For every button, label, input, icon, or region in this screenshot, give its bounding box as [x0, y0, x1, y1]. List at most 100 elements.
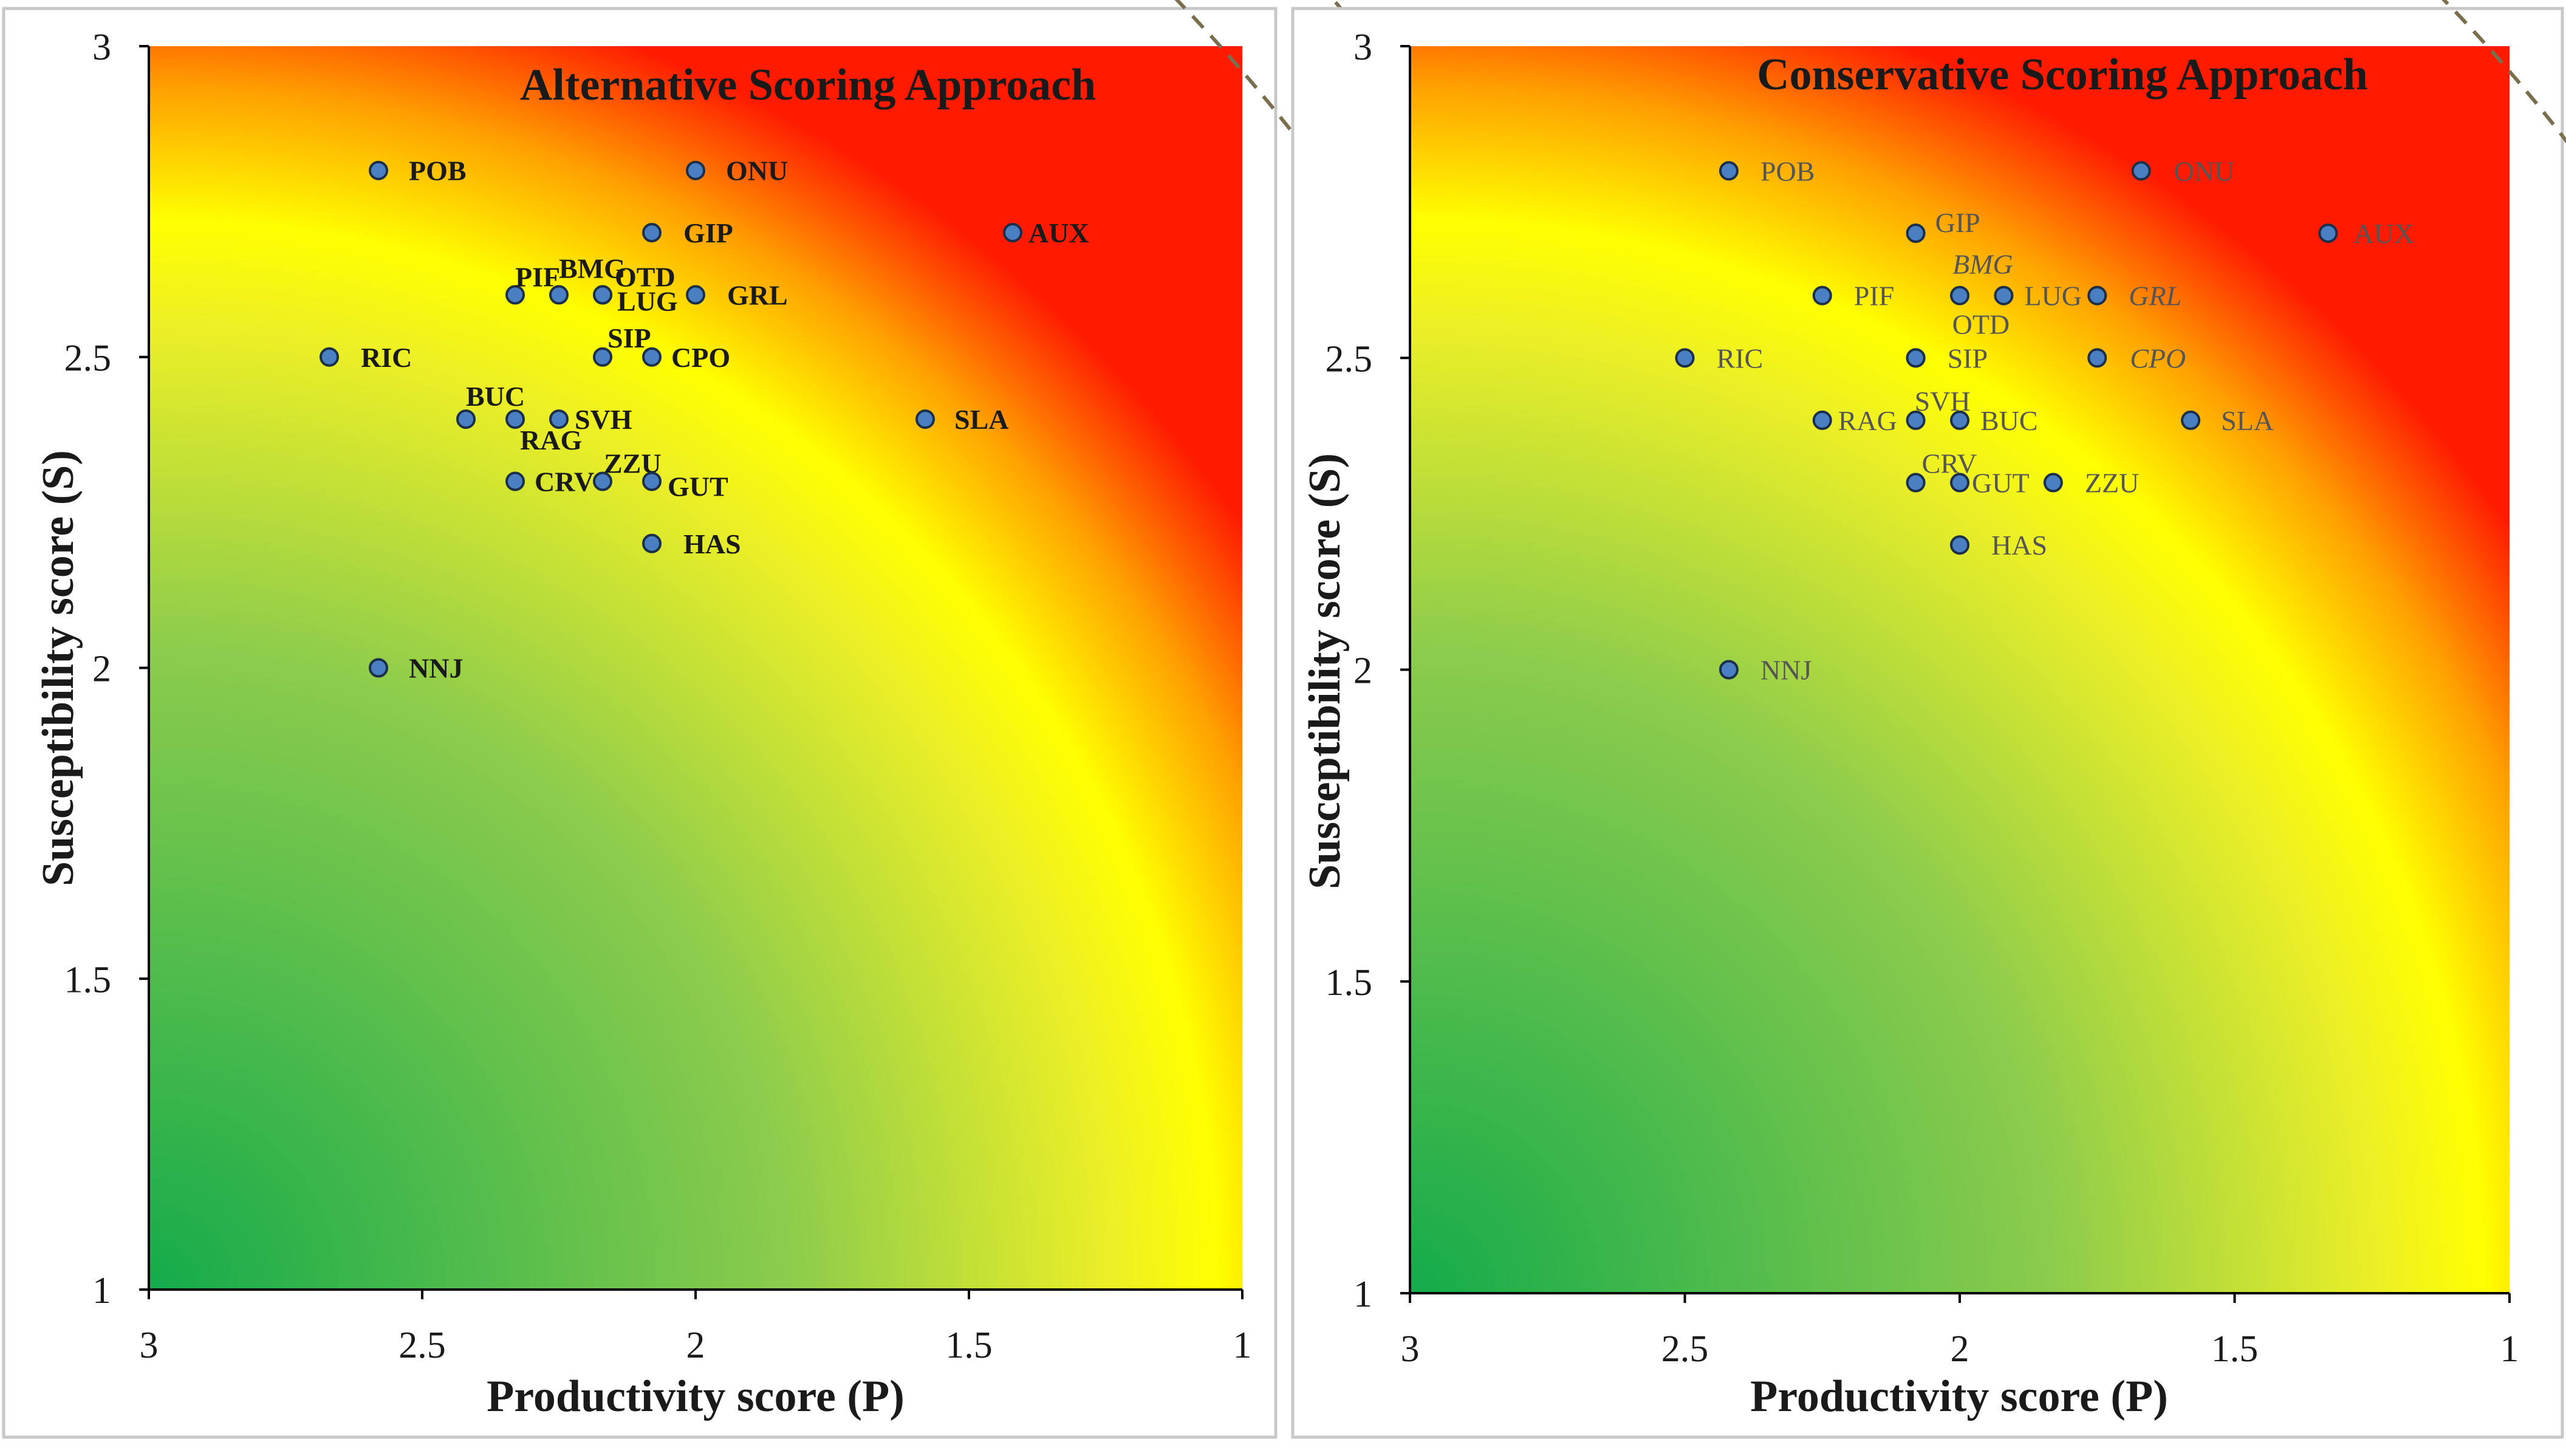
- data-label-aux: AUX: [1028, 217, 1089, 248]
- threshold-curve-inner: [2441, 0, 2566, 144]
- data-point-sla: [915, 409, 935, 429]
- data-point-zzu: [593, 471, 612, 491]
- data-point-crv: [505, 471, 525, 491]
- data-label-rag: RAG: [1838, 405, 1897, 436]
- data-label-buc: BUC: [1980, 405, 2038, 436]
- x-tick-label: 2: [686, 1325, 705, 1366]
- data-point-gut: [642, 471, 662, 491]
- data-point-crv: [1906, 473, 1926, 493]
- data-point-sip: [593, 347, 612, 367]
- y-tick-label: 1.5: [1326, 962, 1373, 1003]
- data-label-crv: CRV: [535, 466, 594, 497]
- data-label-nnj: NNJ: [409, 653, 463, 684]
- data-point-grl: [686, 285, 705, 305]
- data-label-pif: PIF: [515, 261, 560, 292]
- data-label-bmg: BMG: [559, 253, 626, 284]
- data-point-lug: [1994, 285, 2014, 306]
- data-label-buc: BUC: [466, 381, 525, 412]
- y-tick-label: 1: [92, 1270, 111, 1311]
- data-label-rag: RAG: [520, 425, 582, 456]
- panel-conservative: 3 2.5 2 1.5 1 1 1.5 2 2.5 3 POB ONU AUX GIP BMG PIF LUG…: [1291, 0, 2566, 1439]
- data-label-aux: AUX: [2353, 218, 2414, 249]
- data-point-cpo: [2087, 348, 2107, 368]
- data-label-sip: SIP: [607, 323, 651, 354]
- y-tick-label: 1.5: [64, 959, 112, 1000]
- data-point-bmg: [549, 285, 569, 305]
- data-label-cpo: CPO: [2130, 343, 2186, 374]
- data-point-aux: [1003, 223, 1022, 243]
- x-tick-label: 1.5: [945, 1325, 993, 1366]
- x-tick-label: 2.5: [399, 1325, 446, 1366]
- data-label-grl: GRL: [2129, 281, 2181, 312]
- data-label-bmg: BMG: [1952, 249, 2013, 280]
- data-label-pob: POB: [1760, 156, 1815, 186]
- data-label-crv: CRV: [1922, 448, 1977, 479]
- y-axis-label: Susceptibility score (S): [1300, 453, 1350, 889]
- data-label-ric: RIC: [1717, 343, 1764, 374]
- data-point-gip: [1906, 223, 1926, 243]
- data-point-nnj: [1719, 660, 1739, 680]
- data-point-onu: [686, 160, 705, 180]
- data-label-ric: RIC: [361, 342, 412, 373]
- x-tick-label: 1.5: [2211, 1328, 2259, 1370]
- y-tick-label: 3: [1353, 27, 1372, 68]
- x-axis-label: Productivity score (P): [1750, 1372, 2168, 1421]
- y-tick-label: 2: [92, 649, 111, 690]
- data-point-pif: [505, 285, 525, 305]
- data-point-svh: [549, 409, 569, 429]
- x-tick-label: 1: [1233, 1325, 1252, 1366]
- x-axis-label: Productivity score (P): [487, 1372, 905, 1421]
- data-point-sip: [1906, 348, 1926, 368]
- data-label-has: HAS: [1991, 530, 2047, 561]
- data-label-sla: SLA: [954, 404, 1008, 435]
- x-tick-label: 2.5: [1661, 1328, 1709, 1370]
- data-label-gip: GIP: [1935, 207, 1980, 238]
- y-tick-label: 2.5: [64, 338, 112, 379]
- data-point-aux: [2318, 223, 2338, 243]
- data-label-gut: GUT: [668, 471, 728, 502]
- data-label-pif: PIF: [1854, 281, 1894, 312]
- data-point-rag: [505, 409, 525, 429]
- data-point-ric: [1675, 348, 1695, 368]
- data-label-gip: GIP: [683, 217, 733, 248]
- data-point-cpo: [642, 347, 662, 367]
- data-point-lug: [593, 285, 612, 305]
- data-point-ric: [320, 347, 339, 367]
- data-point-sla: [2181, 410, 2201, 430]
- data-point-svh: [1906, 410, 1926, 430]
- axes: 3 2.5 2 1.5 1 1 1.5 2 2.5 3: [1326, 27, 2519, 1370]
- axes: 3 2.5 2 1.5 1 1 1.5 2 2.5 3: [64, 27, 1252, 1366]
- data-point-pob: [369, 160, 388, 180]
- y-tick-label: 3: [92, 27, 111, 68]
- data-point-pob: [1719, 161, 1739, 181]
- data-point-bmg: [1950, 285, 1969, 306]
- data-point-onu: [2131, 161, 2151, 181]
- panel-alternative: 3 2.5 2 1.5 1 1 1.5 2 2.5 3 POB ONU AUX GIP PIFBMGOTD…: [2, 0, 1791, 1439]
- data-label-otd: OTD: [1952, 309, 2010, 340]
- data-point-gut: [1950, 473, 1969, 493]
- data-point-buc: [456, 409, 476, 429]
- data-point-gip: [642, 223, 662, 243]
- data-label-onu: ONU: [726, 156, 788, 186]
- y-tick-label: 1: [1353, 1274, 1372, 1315]
- data-point-grl: [2087, 285, 2107, 306]
- x-tick-label: 1: [2500, 1328, 2519, 1370]
- data-point-has: [642, 533, 662, 553]
- data-point-zzu: [2043, 473, 2063, 493]
- data-label-lug: LUG: [2024, 281, 2082, 312]
- y-axis-label: Susceptibility score (S): [33, 450, 83, 886]
- data-label-cpo: CPO: [671, 342, 730, 373]
- data-label-grl: GRL: [727, 279, 788, 310]
- data-label-gut: GUT: [1972, 468, 2030, 499]
- data-label-svh: SVH: [575, 404, 632, 435]
- y-tick-label: 2: [1353, 651, 1372, 692]
- data-point-has: [1950, 535, 1969, 555]
- data-label-pob: POB: [409, 156, 467, 186]
- x-tick-label: 3: [140, 1325, 159, 1366]
- chart-title: Conservative Scoring Approach: [1757, 50, 2368, 100]
- data-point-rag: [1812, 410, 1832, 430]
- heatmap-background: [149, 46, 1242, 1290]
- x-tick-label: 2: [1951, 1328, 1969, 1370]
- data-label-onu: ONU: [2174, 156, 2235, 186]
